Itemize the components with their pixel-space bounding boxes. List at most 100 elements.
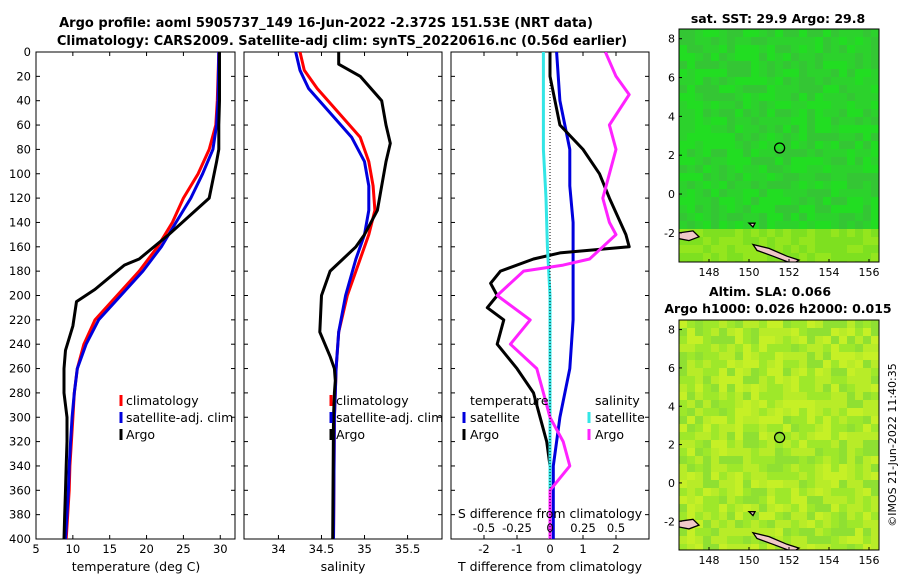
- imos-watermark: ©IMOS 21-Jun-2022 11:40:35: [886, 363, 899, 527]
- map-y-tick-label: 2: [668, 439, 675, 452]
- series-line-argo: [62, 52, 221, 539]
- map-field: [679, 320, 879, 550]
- map-y-tick-label: -2: [664, 515, 675, 528]
- s-difference-tick-label: -0.25: [502, 521, 532, 535]
- argo-position-marker: [773, 431, 786, 444]
- legend-label-satellite: satellite-adj. clim: [336, 410, 443, 425]
- map-y-tick-label: 0: [668, 477, 675, 490]
- y-tick-label: 260: [9, 362, 31, 376]
- map-x-tick-label: 152: [779, 266, 800, 279]
- map-y-tick-label: 0: [668, 188, 675, 201]
- y-tick-label: 120: [9, 191, 31, 205]
- argo-position-marker: [773, 142, 786, 154]
- series-line-temperature-argo: [485, 52, 631, 539]
- island-coastline: [751, 243, 801, 262]
- y-tick-label: 400: [9, 532, 31, 546]
- sst-map-title: sat. SST: 29.9 Argo: 29.8: [691, 11, 865, 26]
- map-x-tick-label: 154: [819, 554, 840, 567]
- island-coastline: [679, 518, 701, 530]
- series-lines: [485, 52, 631, 539]
- y-tick-label: 0: [24, 45, 31, 59]
- y-tick-label: 140: [9, 215, 31, 229]
- island-coastline: [747, 222, 757, 229]
- map-y-tick-label: 2: [668, 149, 675, 162]
- map-frame: [678, 28, 880, 263]
- y-tick-label: 240: [9, 337, 31, 351]
- x-tick-label: 34.5: [309, 542, 335, 556]
- x-tick-label: 35.5: [395, 542, 421, 556]
- y-tick-label: 280: [9, 386, 31, 400]
- legend-header-temperature: temperature: [470, 393, 549, 408]
- s-difference-tick-label: 0.5: [607, 521, 625, 535]
- y-tick-label: 160: [9, 240, 31, 254]
- series-lines: [294, 52, 392, 539]
- difference-legend: temperature satellite Argo salinity sate…: [462, 393, 645, 442]
- y-tick-label: 100: [9, 167, 31, 181]
- y-tick-label: 40: [16, 94, 31, 108]
- series-line-satellite-adj-clim: [64, 52, 221, 539]
- temperature-xlabel: temperature (deg C): [72, 559, 201, 574]
- map-y-tick-label: 6: [668, 362, 675, 375]
- series-lines: [62, 52, 221, 539]
- y-tick-label: 20: [16, 69, 31, 83]
- legend-label-argo: Argo: [126, 427, 155, 442]
- temperature-profile-panel: 0 20 40 60 80 100 120 140 160 180 200 220 240 260 280 3…: [9, 45, 236, 556]
- plot-frame: [243, 51, 443, 540]
- difference-profile-panel: -2 -1 0 1 2 -0.5 -0.25 0 0.25 0.5: [450, 51, 650, 556]
- map-x-tick-label: 150: [739, 554, 760, 567]
- map-y-tick-label: 8: [668, 33, 675, 46]
- island-coastline: [679, 230, 701, 242]
- map-y-tick-label: 4: [668, 400, 675, 413]
- x-tick-label: 25: [176, 542, 191, 556]
- salinity-xlabel: salinity: [321, 559, 366, 574]
- x-tick-label: -2: [478, 542, 489, 556]
- map-y-tick-label: 8: [668, 324, 675, 337]
- x-tick-label: 5: [32, 542, 39, 556]
- island-coastline: [751, 531, 801, 550]
- y-tick-label: 200: [9, 289, 31, 303]
- map-y-tick-label: -2: [664, 227, 675, 240]
- map-x-tick-label: 152: [779, 554, 800, 567]
- y-tick-label: 80: [16, 142, 31, 156]
- x-tick-label: 15: [102, 542, 117, 556]
- s-difference-tick-label: 0: [546, 521, 553, 535]
- legend-label-t-argo: Argo: [470, 427, 499, 442]
- s-difference-axis-label: S difference from climatology: [458, 506, 643, 521]
- map-x-tick-label: 148: [699, 266, 720, 279]
- legend-label-climatology: climatology: [126, 393, 199, 408]
- sla-map-title: Altim. SLA: 0.066: [709, 284, 831, 299]
- legend-label-climatology: climatology: [336, 393, 409, 408]
- x-tick-label: 2: [612, 542, 619, 556]
- map-y-tick-label: 6: [668, 72, 675, 85]
- map-field: [679, 29, 879, 262]
- series-line-argo: [318, 52, 392, 539]
- sla-map: 148 150 152 154 156 8 6 4 2 0 -2: [664, 319, 880, 567]
- legend-label-argo: Argo: [336, 427, 365, 442]
- map-x-tick-label: 148: [699, 554, 720, 567]
- salinity-profile-panel: 34 34.5 35 35.5: [243, 51, 443, 556]
- legend-label-s-satellite: satellite: [595, 410, 645, 425]
- x-tick-label: 30: [213, 542, 228, 556]
- map-x-tick-label: 156: [859, 554, 880, 567]
- legend-label-t-satellite: satellite: [470, 410, 520, 425]
- map-x-tick-label: 156: [859, 266, 880, 279]
- header-title-line1: Argo profile: aoml 5905737_149 16-Jun-20…: [59, 16, 593, 31]
- temperature-legend: climatology satellite-adj. clim Argo: [119, 393, 233, 442]
- x-tick-label: 1: [579, 542, 586, 556]
- salinity-legend: climatology satellite-adj. clim Argo: [329, 393, 443, 442]
- y-tick-label: 340: [9, 459, 31, 473]
- x-tick-label: 35: [357, 542, 372, 556]
- header-title-line2: Climatology: CARS2009. Satellite-adj cli…: [57, 34, 627, 49]
- x-tick-label: 0: [546, 542, 553, 556]
- y-tick-label: 300: [9, 410, 31, 424]
- y-tick-label: 320: [9, 435, 31, 449]
- x-tick-label: -1: [511, 542, 522, 556]
- s-difference-tick-label: -0.5: [473, 521, 495, 535]
- legend-label-s-argo: Argo: [595, 427, 624, 442]
- y-tick-label: 380: [9, 508, 31, 522]
- y-tick-label: 220: [9, 313, 31, 327]
- x-tick-label: 10: [66, 542, 81, 556]
- map-x-tick-label: 150: [739, 266, 760, 279]
- sla-map-subtitle: Argo h1000: 0.026 h2000: 0.015: [664, 301, 891, 316]
